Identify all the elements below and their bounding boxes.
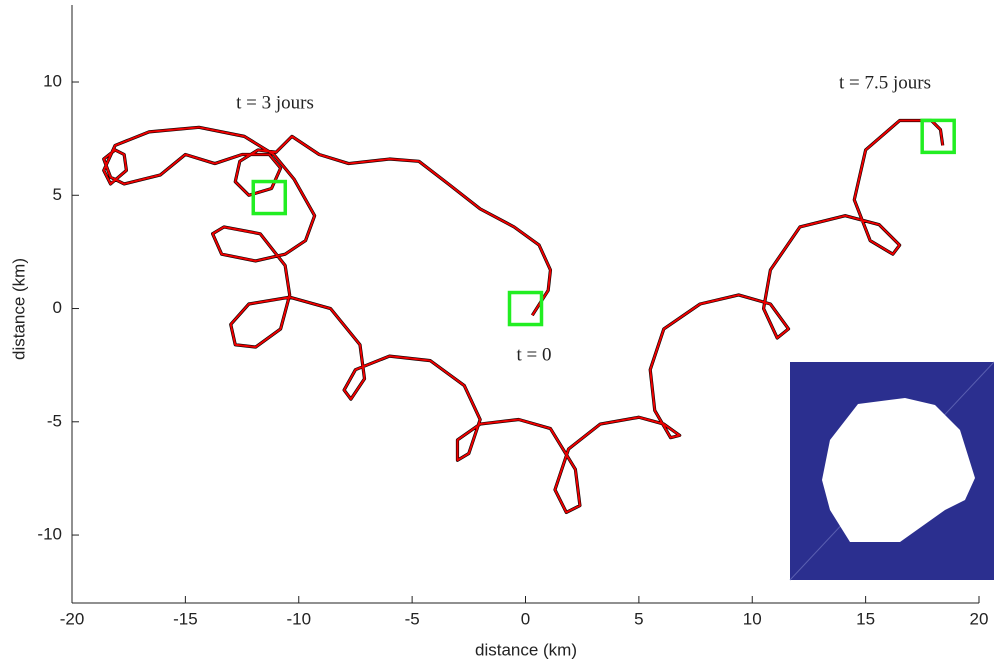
- y-tick-label: 0: [53, 298, 62, 317]
- x-tick-label: -15: [173, 609, 198, 628]
- y-tick-label: 5: [53, 185, 62, 204]
- y-tick-label: -5: [47, 411, 62, 430]
- annotation: t = 0: [517, 344, 552, 365]
- inset: [789, 361, 994, 581]
- annotation: t = 7.5 jours: [839, 72, 931, 93]
- position-marker: [507, 290, 544, 327]
- x-tick-label: 10: [743, 609, 762, 628]
- position-marker: [251, 179, 288, 216]
- trajectory-line: [102, 119, 944, 514]
- x-tick-label: 5: [634, 609, 643, 628]
- x-tick-label: 20: [970, 609, 989, 628]
- x-tick-label: -5: [405, 609, 420, 628]
- x-tick-label: -10: [286, 609, 311, 628]
- x-axis-label: distance (km): [475, 640, 577, 659]
- inset-shape: [822, 398, 975, 542]
- y-tick-label: 10: [43, 71, 62, 90]
- x-tick-label: -20: [60, 609, 85, 628]
- x-tick-label: 15: [856, 609, 875, 628]
- y-tick-label: -10: [37, 525, 62, 544]
- x-tick-label: 0: [521, 609, 530, 628]
- annotation: t = 3 jours: [236, 92, 314, 113]
- position-marker: [920, 118, 956, 155]
- y-axis-label: distance (km): [9, 258, 28, 360]
